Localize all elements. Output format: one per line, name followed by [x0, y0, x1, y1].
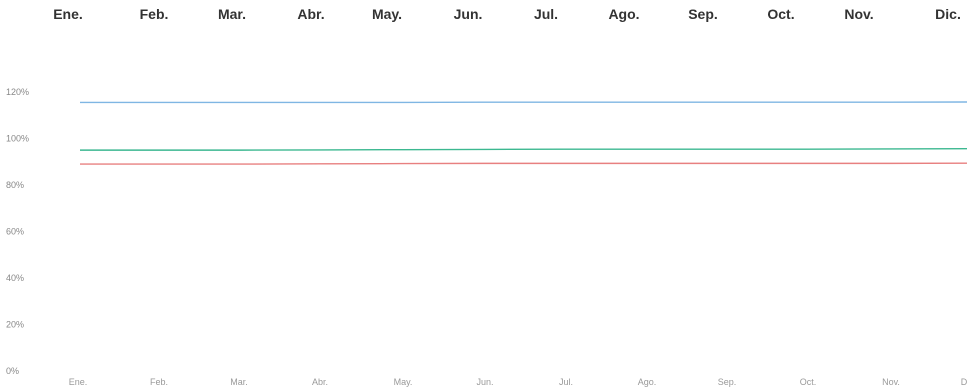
top-month-label: Mar. — [218, 6, 246, 22]
x-tick-label: Oct. — [800, 377, 817, 387]
top-month-label: Oct. — [767, 6, 794, 22]
series-line-3 — [80, 162, 968, 165]
y-tick-label: 120% — [6, 87, 29, 97]
x-tick-label: Mar. — [230, 377, 248, 387]
x-tick-label: Abr. — [312, 377, 328, 387]
top-month-label: Ene. — [53, 6, 83, 22]
x-tick-label: Feb. — [150, 377, 168, 387]
y-tick-label: 40% — [6, 273, 24, 283]
y-tick-label: 20% — [6, 320, 24, 330]
x-tick-label: Nov. — [882, 377, 900, 387]
y-tick-label: 60% — [6, 227, 24, 237]
top-month-labels: Ene. Feb. Mar. Abr. May. Jun. Jul. Ago. Sep. Oct.… — [53, 6, 961, 22]
x-tick-label: Ago. — [638, 377, 657, 387]
top-month-label: Dic. — [935, 6, 961, 22]
x-tick-label: Sep. — [718, 377, 737, 387]
series-line-2 — [80, 148, 968, 151]
x-axis-ticks: Ene. Feb. Mar. Abr. May. Jun. Jul. Ago. Sep. Oct.… — [69, 377, 968, 387]
top-month-label: Ago. — [608, 6, 639, 22]
x-tick-label: D — [961, 377, 968, 387]
y-tick-label: 100% — [6, 134, 29, 144]
top-month-label: Nov. — [844, 6, 873, 22]
top-month-label: Abr. — [297, 6, 324, 22]
y-tick-label: 80% — [6, 180, 24, 190]
x-tick-label: Jun. — [476, 377, 493, 387]
x-tick-label: Jul. — [559, 377, 573, 387]
top-month-label: Jun. — [454, 6, 483, 22]
top-month-label: May. — [372, 6, 402, 22]
y-tick-label: 0% — [6, 366, 19, 376]
top-month-label: Feb. — [140, 6, 169, 22]
x-tick-label: Ene. — [69, 377, 88, 387]
top-month-label: Sep. — [688, 6, 718, 22]
y-axis-ticks: 0% 20% 40% 60% 80% 100% 120% — [6, 87, 29, 376]
x-tick-label: May. — [394, 377, 413, 387]
top-month-label: Jul. — [534, 6, 558, 22]
series-lines — [80, 101, 968, 165]
